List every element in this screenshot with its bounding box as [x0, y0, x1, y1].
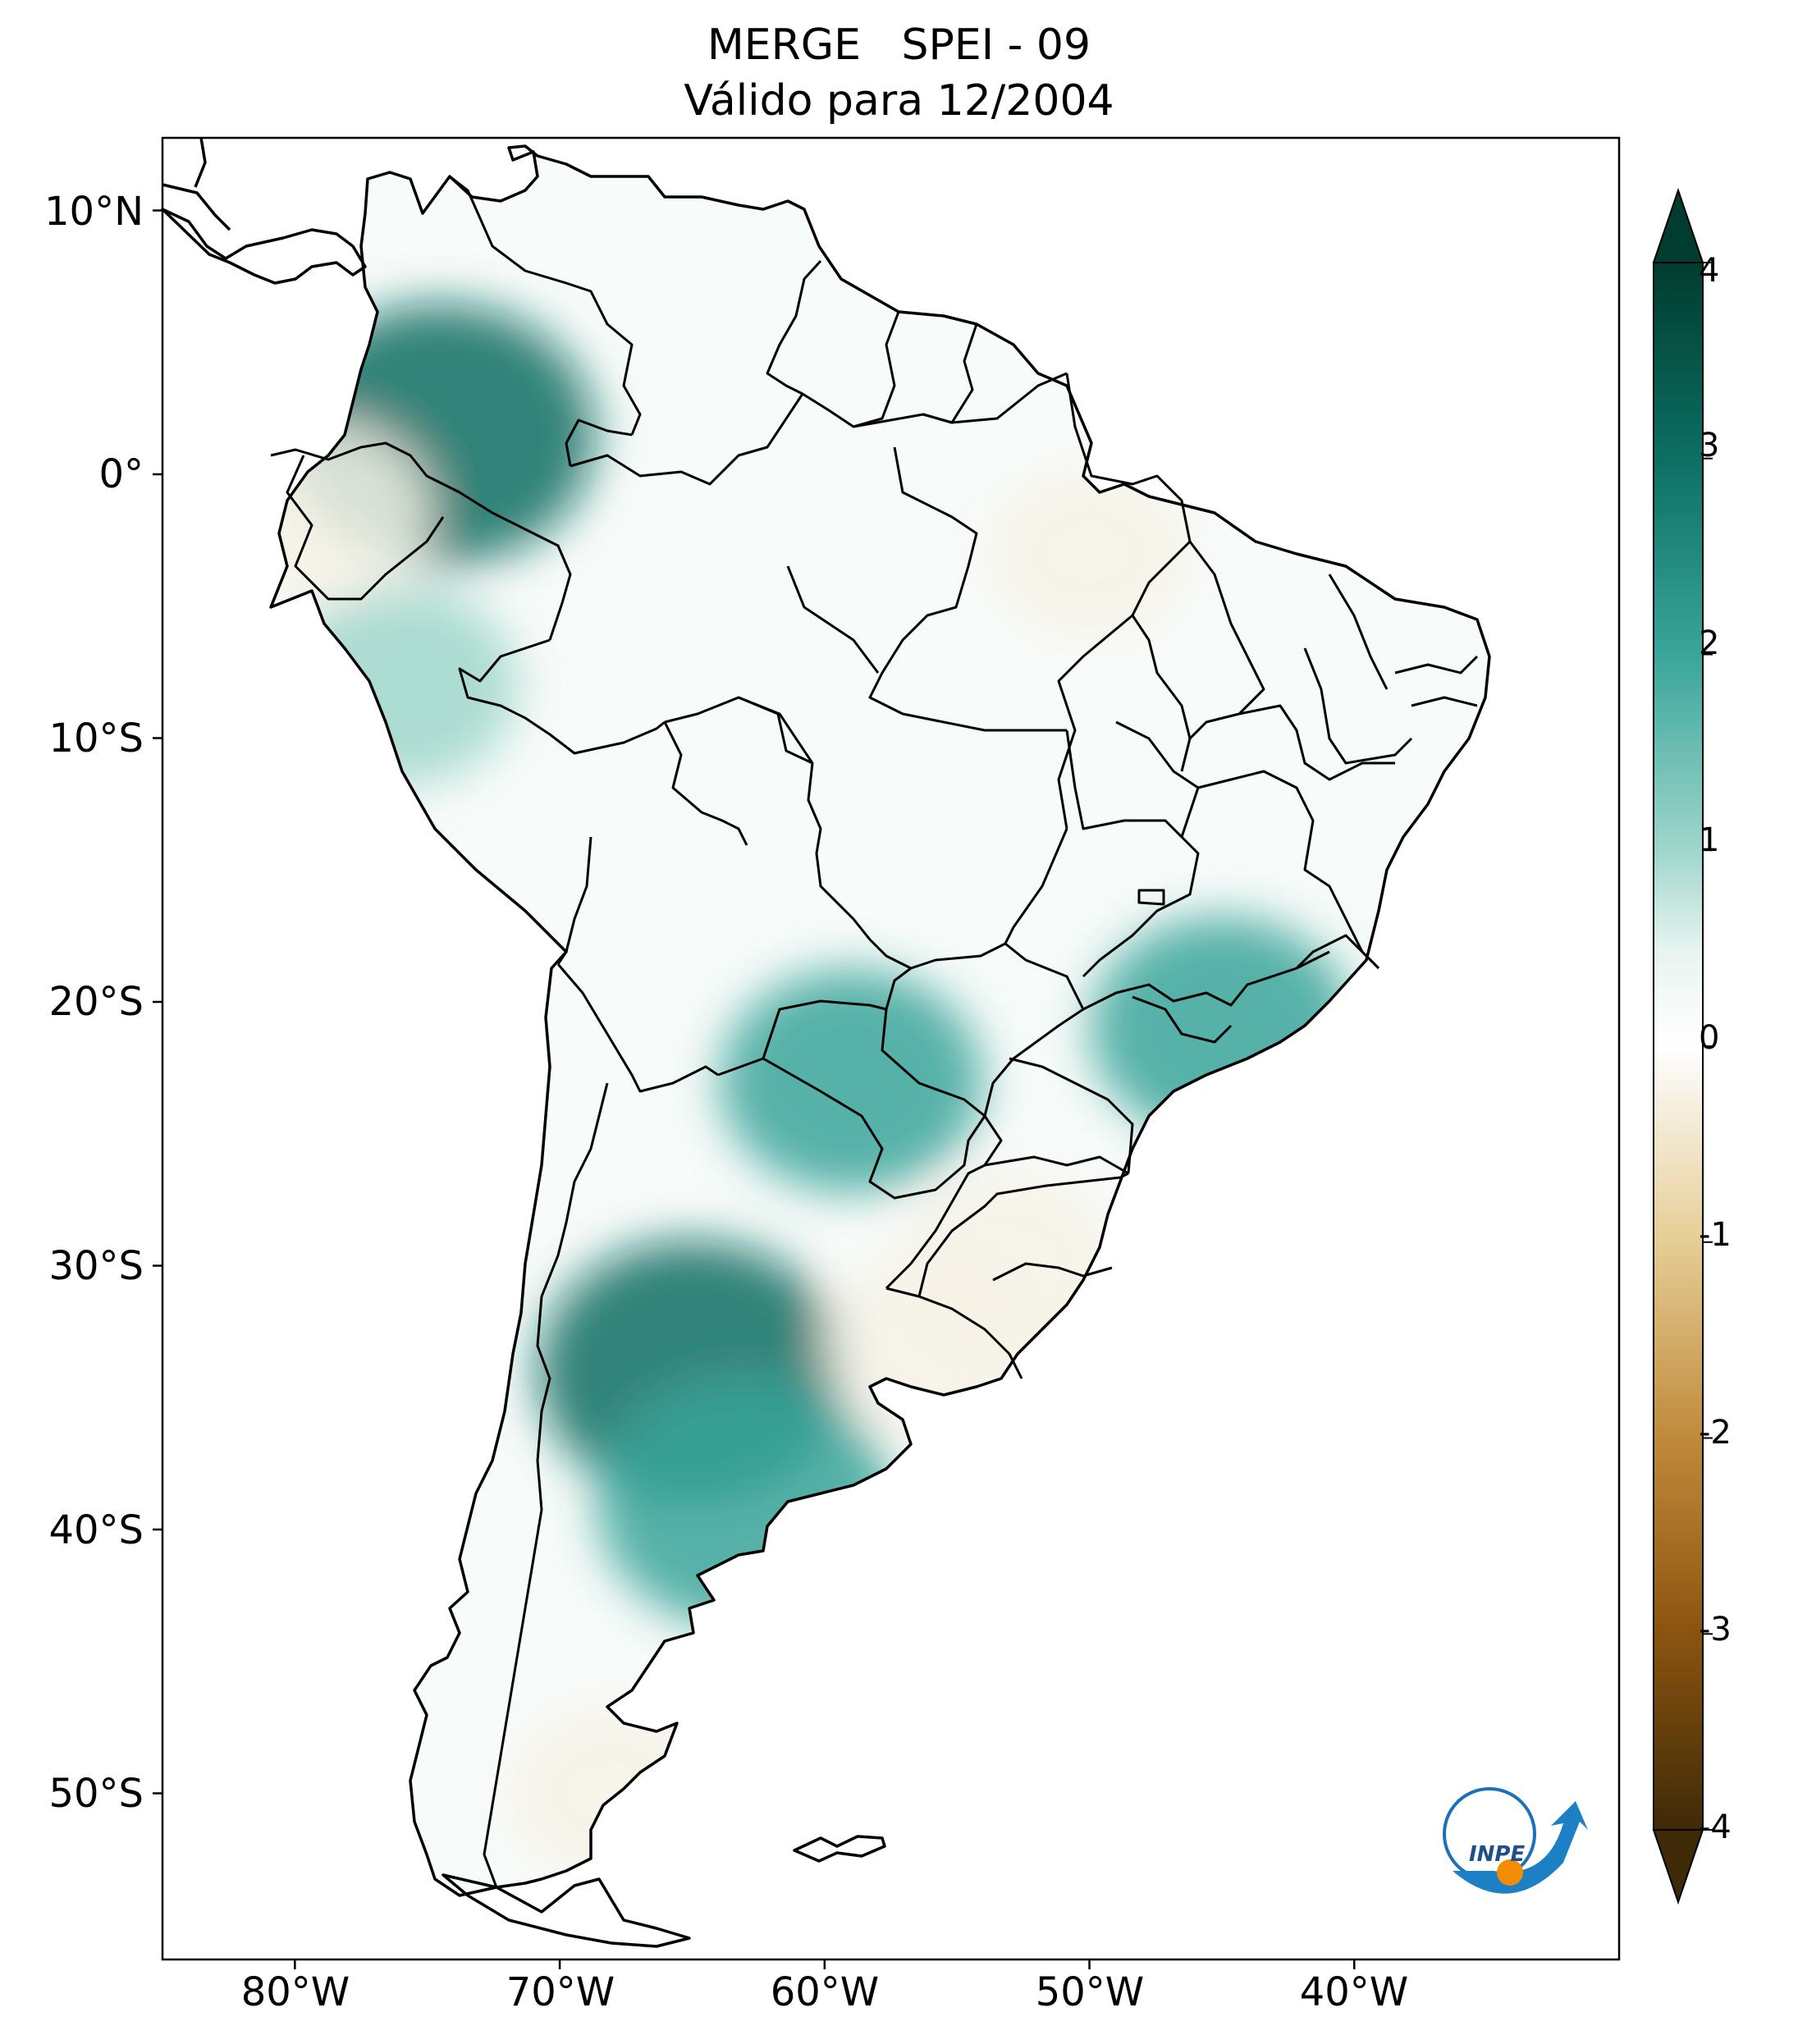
lat-label-40s: 40°S	[48, 1507, 144, 1553]
colorbar	[1652, 187, 1713, 1905]
country-borders	[270, 175, 1479, 1888]
lat-label-10n: 10°N	[44, 189, 144, 235]
colorbar-max-extend	[1652, 187, 1704, 263]
colorbar-label-neg1: -1	[1699, 1216, 1732, 1254]
colorbar-label-2: 2	[1699, 624, 1720, 662]
lat-label-20s: 20°S	[48, 979, 144, 1025]
lat-label-0: 0°	[98, 451, 144, 497]
colorbar-label-neg4: -4	[1699, 1809, 1732, 1846]
lon-label-80w: 80°W	[240, 1969, 350, 2015]
lon-label-50w: 50°W	[1035, 1969, 1145, 2015]
inpe-logo-text: INPE	[1469, 1842, 1525, 1867]
colorbar-label-neg2: -2	[1699, 1414, 1732, 1452]
inpe-logo: INPE	[1443, 1787, 1588, 1894]
colorbar-label-0: 0	[1699, 1019, 1720, 1057]
coastline	[161, 137, 1491, 1948]
colorbar-min-extend	[1652, 1829, 1704, 1905]
colorbar-label-neg3: -3	[1699, 1611, 1732, 1648]
map-title-line2: Válido para 12/2004	[684, 76, 1114, 126]
anomaly-blob	[271, 422, 430, 606]
lat-label-30s: 30°S	[48, 1243, 144, 1289]
map-frame	[161, 136, 1621, 1961]
anomaly-blob	[990, 469, 1190, 638]
lon-label-70w: 70°W	[506, 1969, 615, 2015]
colorbar-gradient	[1653, 262, 1704, 1831]
lon-label-40w: 40°W	[1299, 1969, 1409, 2015]
lon-label-60w: 60°W	[770, 1969, 880, 2015]
lat-label-10s: 10°S	[48, 716, 144, 761]
colorbar-label-3: 3	[1699, 427, 1720, 464]
colorbar-label-1: 1	[1699, 821, 1720, 859]
lat-label-50s: 50°S	[48, 1771, 144, 1817]
colorbar-label-4: 4	[1699, 252, 1720, 290]
map-title-line1: MERGE SPEI - 09	[707, 21, 1091, 70]
anomaly-blob	[720, 969, 983, 1193]
